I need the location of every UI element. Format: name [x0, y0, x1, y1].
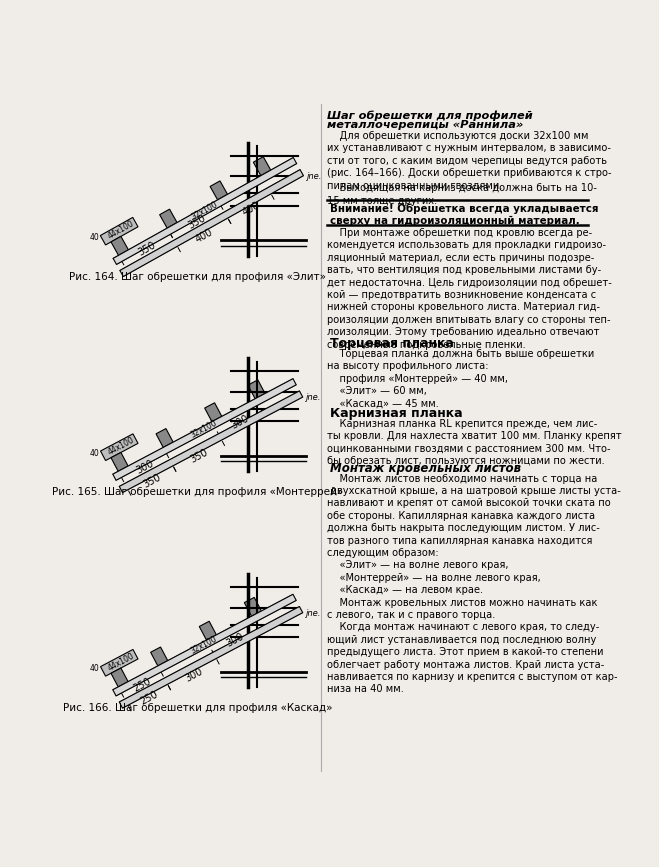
- Text: Рис. 165. Шаг обрешетки для профиля «Монтеррей»: Рис. 165. Шаг обрешетки для профиля «Мон…: [52, 487, 343, 497]
- Text: Монтаж листов необходимо начинать с торца на
 двухскатной крыше, а на шатровой к: Монтаж листов необходимо начинать с торц…: [328, 473, 621, 694]
- Polygon shape: [101, 434, 138, 460]
- Polygon shape: [248, 380, 265, 399]
- Text: 250: 250: [132, 675, 153, 694]
- Polygon shape: [113, 379, 296, 480]
- Polygon shape: [120, 170, 303, 277]
- Text: 40: 40: [90, 233, 99, 242]
- Polygon shape: [244, 597, 262, 616]
- Text: Рис. 164. Шаг обрешетки для профиля «Элит»: Рис. 164. Шаг обрешетки для профиля «Эли…: [69, 271, 326, 282]
- Polygon shape: [100, 218, 138, 245]
- Polygon shape: [151, 647, 168, 666]
- Polygon shape: [156, 428, 173, 447]
- Text: Монтаж кровельных листов: Монтаж кровельных листов: [330, 462, 521, 475]
- Text: 32x100: 32x100: [190, 634, 219, 655]
- Text: 32x100: 32x100: [190, 199, 219, 222]
- Text: 300: 300: [225, 632, 246, 649]
- Polygon shape: [210, 181, 227, 200]
- Text: 44x100: 44x100: [106, 219, 136, 241]
- Text: При монтаже обрешетки под кровлю всегда ре-
комендуется использовать для проклад: При монтаже обрешетки под кровлю всегда …: [328, 228, 612, 349]
- Text: Торцевая планка: Торцевая планка: [330, 337, 454, 350]
- Text: Шаг обрешетки для профилей: Шаг обрешетки для профилей: [328, 110, 533, 121]
- Text: Торцевая планка должна быть выше обрешетки
на высоту профильного листа:
    проф: Торцевая планка должна быть выше обрешет…: [328, 349, 594, 408]
- Text: 44x100: 44x100: [106, 651, 136, 673]
- Polygon shape: [119, 607, 302, 708]
- Text: 300: 300: [229, 414, 250, 431]
- Text: jne.: jne.: [306, 609, 322, 617]
- Polygon shape: [113, 158, 297, 264]
- Text: Выходящая на карниз доска должна быть на 10-
15 мм толще других.: Выходящая на карниз доска должна быть на…: [328, 183, 597, 205]
- Polygon shape: [113, 594, 296, 696]
- Text: jne.: jne.: [307, 172, 322, 180]
- Polygon shape: [253, 157, 271, 176]
- Text: Внимание! Обрешетка всегда укладывается
сверху на гидроизоляционный материал.: Внимание! Обрешетка всегда укладывается …: [330, 204, 599, 226]
- Polygon shape: [205, 403, 222, 421]
- Text: Рис. 166. Шаг обрешетки для профиля «Каскад»: Рис. 166. Шаг обрешетки для профиля «Кас…: [63, 703, 333, 713]
- Text: 350: 350: [142, 473, 163, 490]
- Text: 300: 300: [134, 459, 156, 476]
- Text: 300: 300: [183, 666, 204, 683]
- Polygon shape: [119, 391, 302, 492]
- Text: jne.: jne.: [306, 393, 322, 402]
- Polygon shape: [101, 649, 138, 676]
- Text: 350: 350: [188, 447, 210, 465]
- Polygon shape: [111, 668, 128, 687]
- Polygon shape: [111, 453, 128, 472]
- Polygon shape: [111, 237, 129, 256]
- Text: Карнизная планка RL крепится прежде, чем лис-
ты кровли. Для нахлеста хватит 100: Карнизная планка RL крепится прежде, чем…: [328, 419, 622, 466]
- Text: 32x100: 32x100: [190, 419, 219, 440]
- Text: 250: 250: [139, 689, 160, 707]
- Text: 400: 400: [241, 200, 262, 218]
- Text: 350: 350: [186, 212, 207, 231]
- Text: 40: 40: [90, 664, 100, 673]
- Text: 44x100: 44x100: [106, 435, 136, 457]
- Polygon shape: [199, 622, 216, 640]
- Text: Карнизная планка: Карнизная планка: [330, 407, 463, 420]
- Polygon shape: [159, 209, 177, 228]
- Text: 350: 350: [136, 240, 158, 258]
- Text: 400: 400: [194, 226, 215, 244]
- Text: Для обрешетки используются доски 32х100 мм
их устанавливают с нужным интервалом,: Для обрешетки используются доски 32х100 …: [328, 131, 612, 191]
- Text: металлочерепицы «Раннила»: металлочерепицы «Раннила»: [328, 121, 524, 130]
- Text: 40: 40: [90, 448, 100, 458]
